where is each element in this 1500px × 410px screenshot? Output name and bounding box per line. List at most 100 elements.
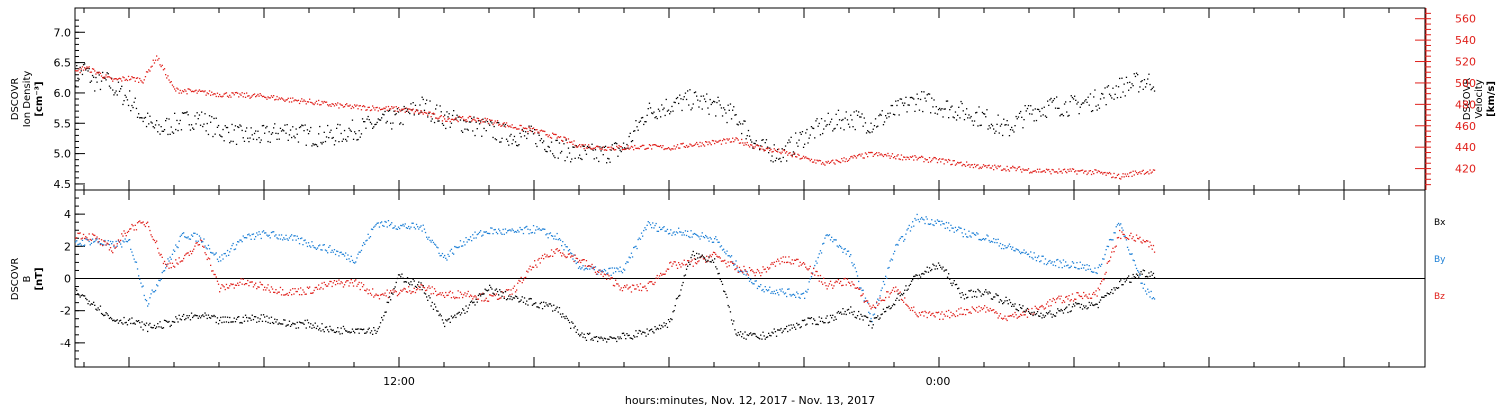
velocity-point bbox=[796, 156, 798, 158]
velocity-point bbox=[932, 158, 934, 160]
bx-point bbox=[611, 337, 613, 339]
bx-point bbox=[102, 313, 104, 316]
velocity-point bbox=[955, 163, 958, 165]
velocity-point bbox=[167, 75, 169, 77]
bz-point bbox=[978, 305, 980, 308]
bx-point bbox=[851, 311, 853, 313]
density-point bbox=[1107, 85, 1110, 87]
bz-point bbox=[477, 298, 480, 300]
velocity-point bbox=[1066, 172, 1068, 174]
by-point bbox=[360, 249, 363, 252]
bz-point bbox=[951, 315, 953, 317]
bx-point bbox=[249, 317, 251, 319]
velocity-point bbox=[727, 139, 729, 141]
by-point bbox=[184, 236, 186, 238]
velocity-point bbox=[345, 104, 347, 106]
velocity-point bbox=[150, 66, 152, 68]
velocity-point bbox=[477, 117, 480, 120]
by-point bbox=[888, 266, 890, 269]
bx-point bbox=[495, 288, 498, 290]
by-point bbox=[107, 240, 109, 242]
velocity-point bbox=[363, 105, 365, 107]
bz-point bbox=[156, 240, 158, 242]
density-point bbox=[692, 103, 694, 105]
density-point bbox=[900, 98, 903, 100]
bz-point bbox=[153, 239, 156, 242]
bx-point bbox=[251, 314, 253, 316]
velocity-point bbox=[1018, 166, 1021, 168]
velocity-point bbox=[168, 79, 170, 81]
bx-point bbox=[424, 293, 427, 295]
bx-point bbox=[219, 319, 221, 322]
bx-point bbox=[422, 285, 424, 287]
density-point bbox=[535, 143, 537, 145]
bx-point bbox=[144, 324, 147, 327]
density-point bbox=[453, 110, 455, 112]
bx-point bbox=[705, 259, 707, 261]
by-point bbox=[393, 227, 395, 229]
bx-point bbox=[498, 294, 500, 296]
bx-point bbox=[824, 322, 826, 324]
density-point bbox=[832, 130, 834, 132]
velocity-point bbox=[940, 161, 942, 163]
density-point bbox=[636, 126, 638, 128]
bx-point bbox=[511, 298, 513, 301]
velocity-point bbox=[768, 147, 770, 149]
density-point bbox=[860, 116, 862, 118]
velocity-point bbox=[888, 155, 890, 157]
bx-point bbox=[615, 338, 617, 340]
bz-point bbox=[518, 279, 520, 282]
density-point bbox=[575, 145, 577, 147]
velocity-point bbox=[1041, 171, 1043, 173]
density-point bbox=[158, 124, 160, 126]
velocity-point bbox=[665, 148, 667, 150]
bx-point bbox=[147, 330, 149, 333]
bz-point bbox=[566, 256, 568, 258]
density-point bbox=[691, 107, 693, 109]
bz-point bbox=[464, 292, 466, 294]
velocity-point bbox=[780, 152, 782, 155]
bx-point bbox=[1075, 302, 1077, 304]
by-point bbox=[700, 235, 702, 237]
density-point bbox=[289, 129, 292, 131]
velocity-point bbox=[837, 160, 840, 163]
density-point bbox=[600, 150, 602, 152]
bx-point bbox=[86, 299, 88, 301]
bx-point bbox=[485, 289, 487, 291]
by-point bbox=[111, 243, 113, 245]
velocity-point bbox=[436, 117, 438, 119]
by-point bbox=[185, 236, 187, 239]
bx-point bbox=[508, 295, 510, 297]
velocity-point bbox=[77, 70, 79, 72]
bz-point bbox=[334, 284, 337, 286]
density-point bbox=[1027, 105, 1030, 107]
bx-point bbox=[936, 268, 939, 270]
density-point bbox=[125, 96, 127, 98]
by-point bbox=[522, 232, 525, 235]
bx-point bbox=[727, 304, 729, 307]
velocity-point bbox=[868, 151, 870, 154]
bx-point bbox=[388, 296, 391, 298]
bx-point bbox=[559, 313, 562, 315]
bz-point bbox=[136, 222, 139, 224]
bz-point bbox=[166, 265, 168, 267]
by-point bbox=[598, 269, 600, 271]
bx-point bbox=[463, 309, 465, 311]
bz-point bbox=[609, 278, 611, 280]
by-point bbox=[84, 244, 86, 246]
velocity-point bbox=[251, 95, 253, 97]
density-point bbox=[251, 134, 253, 136]
density-point bbox=[1108, 93, 1111, 95]
density-point bbox=[507, 140, 509, 142]
density-point bbox=[853, 111, 855, 113]
by-point bbox=[881, 287, 883, 289]
bz-point bbox=[738, 266, 741, 269]
by-point bbox=[394, 225, 396, 227]
velocity-point bbox=[801, 157, 804, 159]
by-point bbox=[460, 245, 463, 247]
by-point bbox=[549, 232, 552, 234]
bz-point bbox=[194, 245, 196, 247]
by-point bbox=[235, 244, 238, 246]
bz-point bbox=[458, 297, 460, 299]
bz-point bbox=[545, 256, 547, 258]
